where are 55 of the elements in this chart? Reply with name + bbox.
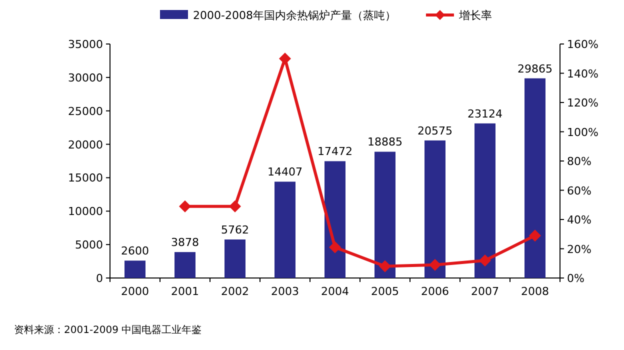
y-tick-label: 15000 xyxy=(68,172,103,185)
data-label: 20575 xyxy=(418,124,452,138)
legend-label: 2000-2008年国内余热锅炉产量（蒸吨） xyxy=(193,9,396,22)
point xyxy=(529,230,541,242)
y2-tick-label: 100% xyxy=(567,126,598,139)
point xyxy=(379,260,391,272)
y2-tick-label: 140% xyxy=(567,67,598,80)
data-label: 23124 xyxy=(468,107,502,120)
point xyxy=(479,254,491,266)
y-tick-label: 25000 xyxy=(68,104,103,118)
data-label: 3878 xyxy=(171,236,199,250)
x-tick-label: 2007 xyxy=(471,285,499,298)
x-tick-label: 2006 xyxy=(421,285,449,298)
bar xyxy=(174,252,196,278)
data-label: 29865 xyxy=(518,62,552,76)
y2-tick-label: 120% xyxy=(567,96,598,110)
bar xyxy=(474,123,496,278)
x-tick-label: 2005 xyxy=(371,285,399,298)
point xyxy=(429,258,441,271)
point xyxy=(229,200,241,212)
y-tick-label: 5000 xyxy=(75,238,103,252)
x-tick-label: 2000 xyxy=(121,285,149,298)
y2-tick-label: 0% xyxy=(567,272,584,285)
x-tick-label: 2008 xyxy=(521,285,549,298)
y2-tick-label: 160% xyxy=(567,38,598,51)
point xyxy=(179,200,191,212)
point xyxy=(329,241,341,254)
x-tick-label: 2001 xyxy=(171,285,199,298)
data-label: 14407 xyxy=(268,166,302,179)
data-label: 5762 xyxy=(221,223,249,236)
data-label: 18885 xyxy=(368,136,402,149)
y-tick-label: 10000 xyxy=(68,205,103,218)
y-tick-label: 30000 xyxy=(68,71,103,84)
y2-tick-label: 80% xyxy=(567,155,592,168)
text: 资料来源：2001-2009 中国电器工业年鉴 xyxy=(14,324,202,336)
y-tick-label: 20000 xyxy=(68,138,103,152)
y-tick-label: 35000 xyxy=(68,38,103,51)
y2-tick-label: 20% xyxy=(567,242,592,256)
point xyxy=(279,52,291,65)
bar xyxy=(224,239,246,278)
x-tick-label: 2003 xyxy=(271,285,299,298)
legend-label: 增长率 xyxy=(458,9,492,22)
bar xyxy=(124,260,146,278)
bar xyxy=(524,78,546,278)
y2-tick-label: 60% xyxy=(567,184,592,198)
bar xyxy=(324,161,346,278)
x-tick-label: 2004 xyxy=(321,285,349,298)
y-tick-label: 0 xyxy=(96,272,103,285)
y2-tick-label: 40% xyxy=(567,214,592,226)
bar xyxy=(374,152,396,278)
data-label: 17472 xyxy=(318,145,352,158)
data-label: 2600 xyxy=(121,244,149,258)
bar xyxy=(274,182,296,278)
x-tick-label: 2002 xyxy=(221,285,249,298)
bar xyxy=(424,140,446,278)
